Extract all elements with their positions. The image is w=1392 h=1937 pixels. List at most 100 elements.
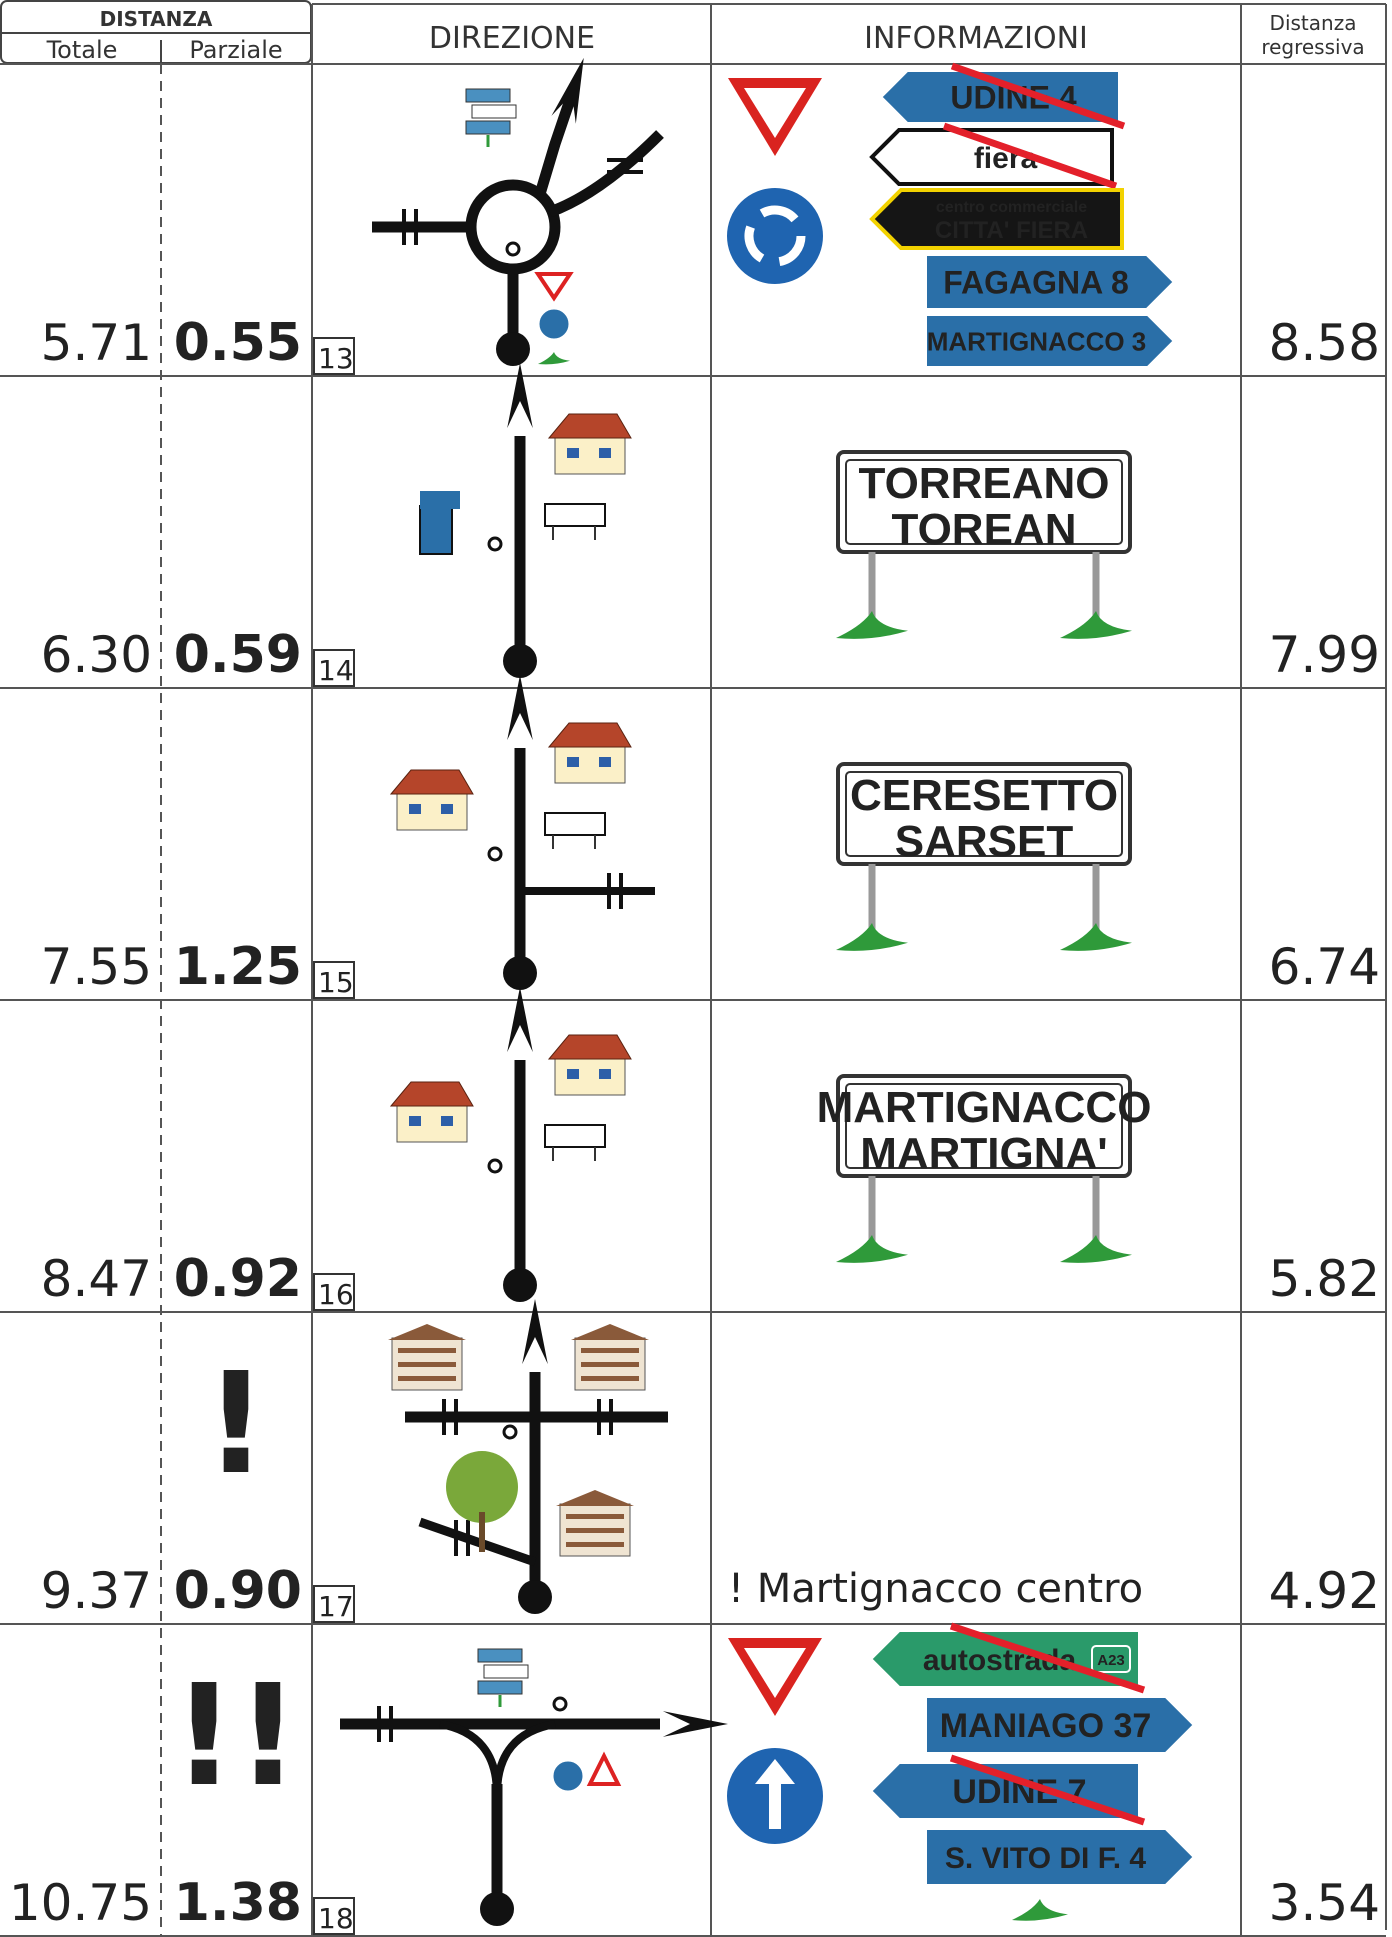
waypoint-number: 16 [318,1278,354,1311]
arrow-head [507,675,533,741]
grass [836,923,908,951]
window [409,1116,421,1126]
total-distance: 9.37 [41,1562,152,1620]
header-direzione: DIREZIONE [429,21,595,56]
start-dot [503,956,537,990]
window [599,1069,611,1079]
roof [547,1034,632,1060]
remaining-distance: 4.92 [1269,1562,1380,1620]
waypoint [502,1424,518,1440]
yield-inner [744,1648,806,1698]
total-distance: 10.75 [9,1874,152,1932]
balcony [566,1514,624,1519]
grass [836,611,908,639]
town-board-inner [845,771,1123,857]
info-note: ! Martignacco centro [728,1566,1143,1612]
direction-sign [923,1694,1198,1756]
sign-text: FAGAGNA 8 [943,265,1129,301]
partial-distance: 0.55 [174,313,302,373]
road [548,130,664,218]
start-dot [518,1580,552,1614]
sign-text: S. VITO DI F. 4 [945,1842,1146,1875]
town-name: CERESETTO [850,771,1118,820]
arrow-head [507,987,533,1053]
town-board [836,762,1132,866]
roof [389,1081,474,1107]
waypoint-number: 15 [318,966,354,999]
round-arrow [759,205,799,223]
house [554,744,626,784]
direction-sign [877,68,1122,126]
mini-sign [465,88,511,103]
window [441,1116,453,1126]
arrow-head [662,1711,728,1737]
direction-sign [923,1826,1198,1888]
waypoint-number: 13 [318,342,354,375]
town-board [836,1074,1132,1178]
cross-out [949,1754,1146,1826]
grass [1060,923,1132,951]
house [396,791,468,831]
number-box [313,1585,355,1623]
window [599,448,611,458]
mini-sign [465,120,511,135]
total-distance: 7.55 [41,938,152,996]
number-box [313,1897,355,1935]
road [439,1720,556,1795]
arrow-head [507,363,533,429]
balcony [398,1376,456,1381]
sign-text: MANIAGO 37 [940,1707,1152,1745]
header-totale: Totale [46,36,118,64]
balcony [566,1528,624,1533]
start-dot [496,332,530,366]
balcony [581,1362,639,1367]
town-name: SARSET [895,817,1074,866]
total-distance: 5.71 [41,314,152,372]
alert-mark: ! [204,1343,268,1506]
road [534,92,578,196]
partial-distance: 1.38 [174,1873,302,1933]
waypoint [487,536,503,552]
house [554,1056,626,1096]
balcony [398,1348,456,1353]
roof [571,1324,649,1340]
sign-text: centro commerciale [936,199,1087,216]
window [409,804,421,814]
number-box [313,337,355,375]
mini-board [544,812,606,836]
alert-mark: !! [172,1655,300,1818]
mini-roundabout [536,306,572,342]
grass [1012,1899,1068,1921]
town-board [836,450,1132,554]
sign-text: A23 [1097,1652,1125,1669]
direction-sign [923,312,1178,370]
town-name: MARTIGNA' [860,1129,1108,1178]
header-informazioni: INFORMAZIONI [864,21,1088,56]
waypoint [552,1696,568,1712]
town-board-inner [845,1083,1123,1169]
number-box [313,1273,355,1311]
remaining-distance: 3.54 [1269,1874,1380,1932]
tree [446,1451,518,1523]
mini-sign [477,1648,523,1663]
sign-text: CITTA' FIERA [935,217,1088,244]
start-dot [480,1892,514,1926]
waypoint [487,1158,503,1174]
house [396,1103,468,1143]
round-arrow [744,225,765,263]
waypoint [505,241,521,257]
partial-distance: 0.59 [174,625,302,685]
town-name: TOREAN [892,505,1077,554]
roof [388,1324,466,1340]
town-name: TORREANO [859,459,1110,508]
motorway-badge [1091,1645,1131,1673]
town-board-inner [845,459,1123,545]
round-sign [723,184,827,288]
mini-sign [477,1680,523,1695]
window [567,448,579,458]
cross-out [942,122,1118,190]
mini-sign [471,104,517,119]
direction-sign [923,252,1178,312]
cross-out [950,62,1126,130]
